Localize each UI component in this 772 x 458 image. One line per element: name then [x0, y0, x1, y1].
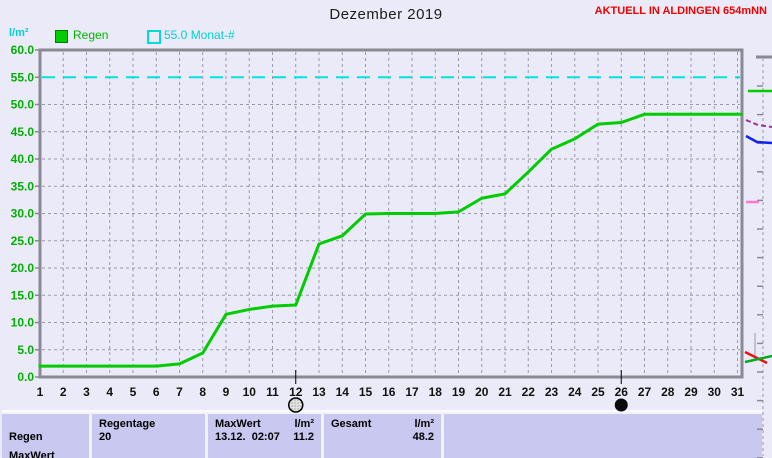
series-name: Regen	[9, 431, 43, 443]
page-title: Dezember 2019	[329, 6, 443, 23]
x-tick-label: 26	[615, 385, 629, 399]
total-amount: 48.2	[412, 431, 434, 443]
maxvalue-datetime: 13.12. 02:07	[215, 431, 280, 443]
y-tick-label: 0.0	[17, 370, 34, 384]
station-label: AKTUELL IN ALDINGEN 654mNN	[594, 5, 767, 17]
x-tick-label: 20	[475, 385, 489, 399]
summary-cell-total: Gesamt l/m² 48.2	[324, 414, 441, 458]
y-tick-label: 5.0	[17, 343, 34, 357]
plot-frame	[38, 48, 744, 379]
x-tick-label: 1	[37, 385, 44, 399]
y-tick-label: 25.0	[11, 234, 35, 248]
x-tick-label: 29	[684, 385, 698, 399]
summary-cell-series: Regen MaxWert	[2, 414, 89, 458]
x-tick-label: 7	[176, 385, 183, 399]
month-target-legend-swatch-icon	[147, 30, 161, 44]
y-tick-label: 50.0	[11, 98, 35, 112]
y-tick-label: 45.0	[11, 125, 35, 139]
raindays-header: Regentage	[99, 418, 156, 430]
x-tick-label: 5	[130, 385, 137, 399]
x-tick-label: 13	[312, 385, 326, 399]
summary-table: Regen MaxWert Regentage 20 MaxWert l/m² …	[2, 410, 762, 458]
rain-legend-label: Regen	[73, 28, 109, 42]
total-unit-header: l/m²	[414, 418, 434, 430]
rain-legend-swatch-icon	[55, 30, 68, 43]
y-tick-label: 10.0	[11, 316, 35, 330]
adjacent-purple-line	[745, 119, 772, 128]
y-axis-unit-label: l/m²	[9, 27, 29, 39]
maxvalue-unit-header: l/m²	[294, 418, 314, 430]
x-tick-label: 30	[708, 385, 722, 399]
y-tick-label: 40.0	[11, 152, 35, 166]
x-tick-label: 17	[405, 385, 419, 399]
x-tick-label: 23	[545, 385, 559, 399]
rain-line	[38, 112, 743, 368]
y-tick-label: 30.0	[11, 207, 35, 221]
maxvalue-header: MaxWert	[215, 418, 261, 430]
adjacent-red-line	[744, 350, 768, 365]
y-tick-label: 20.0	[11, 261, 35, 275]
x-tick-label: 8	[199, 385, 206, 399]
maxvalue-amount: 11.2	[293, 431, 314, 443]
x-tick-label: 9	[223, 385, 230, 399]
x-tick-label: 31	[731, 385, 745, 399]
y-tick-label: 15.0	[11, 288, 35, 302]
y-tick-label: 55.0	[11, 70, 35, 84]
x-tick-label: 28	[661, 385, 675, 399]
x-tick-label: 25	[591, 385, 605, 399]
raindays-value: 20	[99, 431, 112, 443]
x-tick-label: 21	[498, 385, 512, 399]
x-tick-label: 12	[289, 385, 303, 399]
x-tick-label: 19	[452, 385, 466, 399]
total-header: Gesamt	[331, 418, 372, 430]
y-tick-label: 35.0	[11, 179, 35, 193]
x-tick-label: 14	[336, 385, 350, 399]
y-tick-label: 60.0	[11, 43, 35, 57]
x-tick-label: 18	[429, 385, 443, 399]
x-tick-label: 27	[638, 385, 652, 399]
x-tick-label: 10	[243, 385, 257, 399]
x-tick-label: 4	[106, 385, 113, 399]
summary-cell-raindays: Regentage 20	[92, 414, 205, 458]
x-tick-label: 16	[382, 385, 396, 399]
x-tick-label: 11	[266, 385, 279, 399]
month-target-legend-label: 55.0 Monat-#	[164, 28, 235, 42]
adjacent-blue-line	[745, 134, 772, 145]
next-row-label: MaxWert	[9, 450, 55, 458]
x-tick-label: 24	[568, 385, 582, 399]
adjacent-green-line2	[744, 354, 772, 364]
summary-cell-empty	[444, 414, 762, 458]
x-tick-label: 3	[83, 385, 90, 399]
summary-cell-maxvalue: MaxWert l/m² 13.12. 02:07 11.2	[208, 414, 321, 458]
x-tick-label: 2	[60, 385, 67, 399]
x-tick-label: 6	[153, 385, 160, 399]
x-tick-label: 22	[522, 385, 536, 399]
x-tick-label: 15	[359, 385, 373, 399]
